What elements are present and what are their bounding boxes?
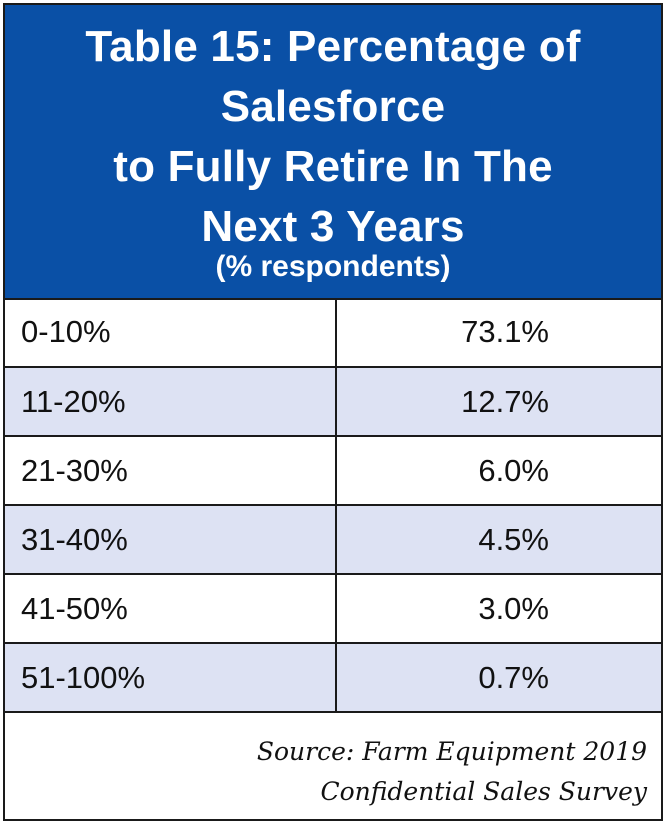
category-cell: 21-30% xyxy=(5,436,337,506)
category-cell: 0-10% xyxy=(5,298,337,368)
table-row: 41-50% 3.0% xyxy=(5,574,661,644)
table-frame: Table 15: Percentage of Salesforce to Fu… xyxy=(3,3,663,821)
source-line: Source: Farm Equipment 2019 xyxy=(256,737,647,766)
source-line: Confidential Sales Survey xyxy=(320,777,647,806)
value-cell: 12.7% xyxy=(336,367,661,437)
table-row: 31-40% 4.5% xyxy=(5,505,661,575)
value-cell: 0.7% xyxy=(336,643,661,713)
category-cell: 31-40% xyxy=(5,505,337,575)
table-title: Table 15: Percentage of Salesforce to Fu… xyxy=(5,17,661,257)
value-cell: 6.0% xyxy=(336,436,661,506)
table-header: Table 15: Percentage of Salesforce to Fu… xyxy=(5,5,661,300)
table-row: 11-20% 12.7% xyxy=(5,367,661,437)
table-row: 21-30% 6.0% xyxy=(5,436,661,506)
table-subtitle: (% respondents) xyxy=(215,250,451,283)
category-cell: 41-50% xyxy=(5,574,337,644)
title-line: Next 3 Years xyxy=(201,202,465,251)
table-row: 0-10% 73.1% xyxy=(5,298,661,368)
category-cell: 11-20% xyxy=(5,367,337,437)
value-cell: 3.0% xyxy=(336,574,661,644)
source-note: Source: Farm Equipment 2019 Confidential… xyxy=(257,732,647,812)
table-row: 51-100% 0.7% xyxy=(5,643,661,713)
title-line: Salesforce xyxy=(220,82,446,131)
value-cell: 73.1% xyxy=(336,298,661,368)
title-line: to Fully Retire In The xyxy=(113,142,553,191)
title-line: Table 15: Percentage of xyxy=(85,22,581,71)
value-cell: 4.5% xyxy=(336,505,661,575)
category-cell: 51-100% xyxy=(5,643,337,713)
data-table: 0-10% 73.1% 11-20% 12.7% 21-30% 6.0% 31-… xyxy=(5,298,661,713)
